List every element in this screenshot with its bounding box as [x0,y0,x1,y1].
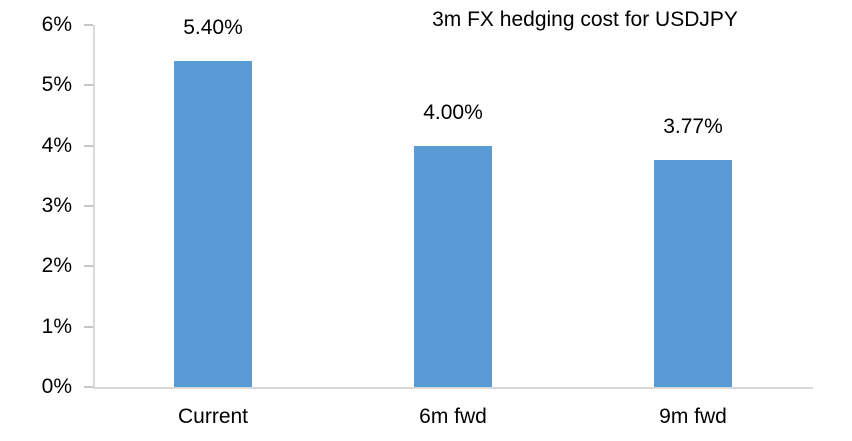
y-axis-tick [84,24,93,26]
x-axis-label: 6m fwd [419,405,487,428]
bar-data-label: 3.77% [663,114,723,138]
x-axis-label: 9m fwd [659,405,727,428]
y-axis-tick [84,265,93,268]
y-axis-label: 2% [41,254,72,278]
y-axis-label: 0% [41,375,72,398]
y-axis-label: 1% [41,314,72,338]
x-axis-label: Current [177,405,249,428]
y-axis-label: 3% [41,194,72,217]
y-axis-tick [84,386,93,388]
y-axis-tick [84,144,93,147]
bar-data-label: 4.00% [423,100,483,124]
y-axis-label: 5% [41,73,72,97]
y-axis-label: 6% [41,13,72,36]
y-axis-tick [84,84,93,87]
chart-title: 3m FX hedging cost for USDJPY [432,8,738,31]
y-axis-label: 4% [41,133,72,157]
y-axis-line [93,25,95,389]
x-axis-line [93,387,813,389]
bar [174,61,252,387]
bar [414,145,492,387]
bar-data-label: 5.40% [183,16,243,40]
y-axis-tick [84,205,93,207]
bar [654,159,732,387]
y-axis-tick [84,325,93,328]
